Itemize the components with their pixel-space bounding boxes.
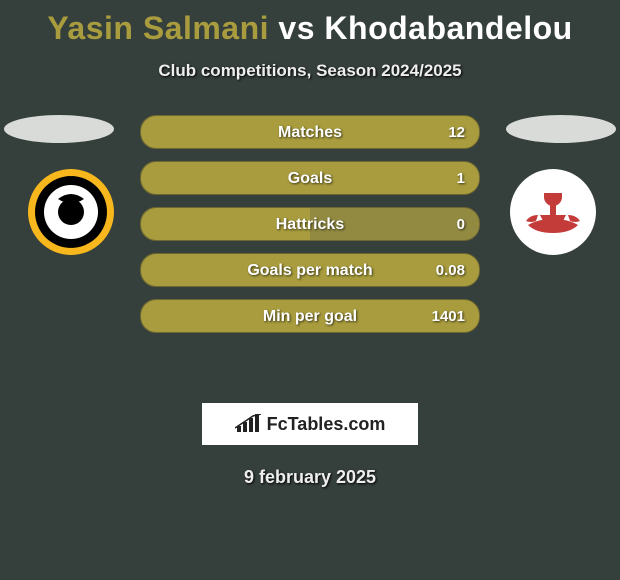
player1-name: Yasin Salmani: [47, 10, 269, 46]
stat-value: 0: [457, 208, 465, 240]
vs-label: vs: [278, 10, 315, 46]
stat-value: 1: [457, 162, 465, 194]
player2-name: Khodabandelou: [324, 10, 572, 46]
stat-bar: Hattricks 0: [140, 207, 480, 241]
brand-text: FcTables.com: [267, 414, 386, 435]
player2-club-badge: [510, 169, 596, 255]
player1-avatar-placeholder: [4, 115, 114, 143]
stat-bars: Matches 12 Goals 1 Hattricks 0 Goals per…: [140, 115, 480, 345]
stat-bar: Min per goal 1401: [140, 299, 480, 333]
stat-label: Matches: [141, 116, 479, 148]
stat-bar: Matches 12: [140, 115, 480, 149]
stat-value: 0.08: [436, 254, 465, 286]
bar-chart-icon: [235, 414, 261, 434]
svg-text:699: 699: [63, 207, 80, 218]
stat-bar: Goals per match 0.08: [140, 253, 480, 287]
stat-value: 12: [448, 116, 465, 148]
comparison-stage: 699: [0, 115, 620, 375]
stat-label: Hattricks: [141, 208, 479, 240]
stat-value: 1401: [432, 300, 465, 332]
stat-bar: Goals 1: [140, 161, 480, 195]
stat-label: Goals: [141, 162, 479, 194]
date-label: 9 february 2025: [0, 467, 620, 488]
stat-label: Min per goal: [141, 300, 479, 332]
player1-club-badge: 699: [28, 169, 114, 255]
brand-badge: FcTables.com: [202, 403, 418, 445]
club-right-badge-icon: [510, 169, 596, 255]
player2-avatar-placeholder: [506, 115, 616, 143]
page-title: Yasin Salmani vs Khodabandelou: [0, 0, 620, 47]
sepahan-badge-icon: 699: [28, 169, 114, 255]
subtitle: Club competitions, Season 2024/2025: [0, 61, 620, 81]
stat-label: Goals per match: [141, 254, 479, 286]
